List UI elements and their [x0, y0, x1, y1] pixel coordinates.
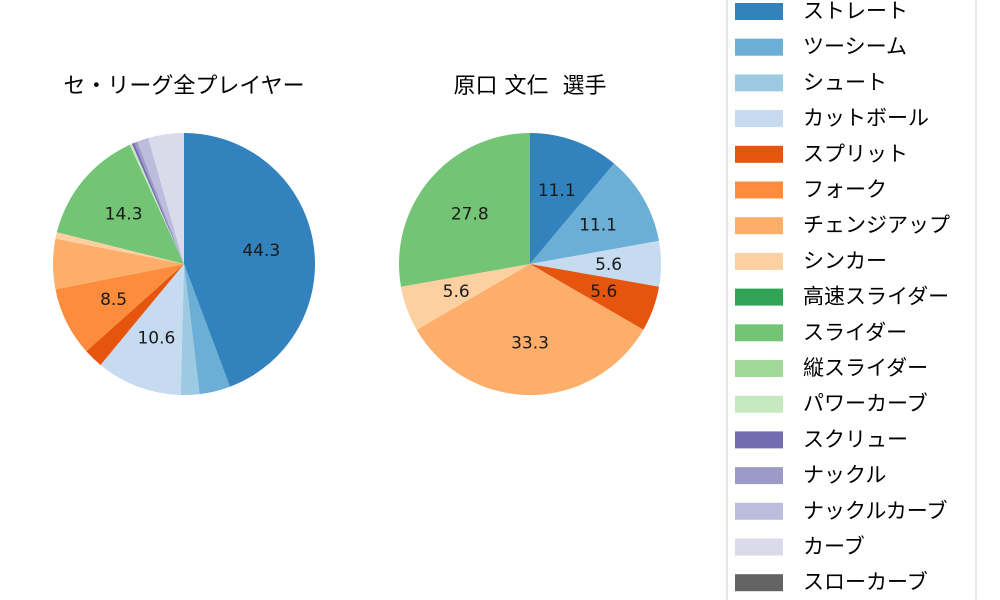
- legend-swatch: [735, 467, 783, 485]
- slice-value-label: 5.6: [443, 282, 470, 302]
- legend-swatch: [735, 145, 783, 163]
- pie-slice: [530, 163, 659, 264]
- legend-swatch: [735, 110, 783, 128]
- league-pie: セ・リーグ全プレイヤー 44.3 10.6 8.5 14.3: [53, 74, 316, 396]
- legend-frame: [726, 0, 977, 600]
- legend-swatch: [735, 38, 783, 56]
- league-pie-labels: 44.3 10.6 8.5 14.3: [100, 205, 280, 349]
- legend-swatch: [735, 181, 783, 199]
- pie-slice: [100, 264, 184, 395]
- pie-slice: [400, 264, 530, 330]
- legend-label: ツーシーム: [803, 35, 907, 59]
- player-pie-labels: 11.111.1 5.6 5.6 33.3 5.6 27.8: [443, 181, 622, 354]
- pie-slice: [86, 264, 184, 365]
- slice-value-label: 11.1: [538, 181, 576, 201]
- slice-value-label: 14.3: [105, 205, 143, 225]
- pie-slice: [530, 133, 615, 264]
- slice-value-label: 44.3: [242, 241, 280, 261]
- legend: ストレートツーシームシュートカットボールスプリットフォークチェンジアップシンカー…: [726, 0, 977, 600]
- legend-label: スローカーブ: [803, 570, 928, 594]
- pie-slice: [398, 133, 530, 287]
- legend-label: スライダー: [803, 320, 907, 344]
- legend-label: 縦スライダー: [803, 356, 928, 380]
- legend-label: スプリット: [803, 142, 908, 166]
- legend-entries: ストレートツーシームシュートカットボールスプリットフォークチェンジアップシンカー…: [735, 0, 950, 594]
- slice-value-label: 5.6: [595, 255, 622, 275]
- legend-swatch: [735, 431, 783, 449]
- legend-label: チェンジアップ: [803, 213, 950, 237]
- legend-swatch: [735, 252, 783, 270]
- legend-swatch: [735, 3, 783, 20]
- legend-label: スクリュー: [803, 427, 908, 451]
- legend-label: 高速スライダー: [803, 285, 949, 309]
- pie-slice: [129, 143, 184, 264]
- legend-swatch: [735, 360, 783, 377]
- pie-slice: [184, 264, 230, 395]
- legend-label: ナックル: [803, 463, 886, 487]
- legend-swatch: [735, 502, 783, 520]
- legend-label: シュート: [803, 70, 887, 94]
- legend-label: フォーク: [803, 178, 887, 202]
- pie-slice: [530, 264, 660, 330]
- legend-label: カーブ: [803, 535, 865, 559]
- pie-slice: [56, 144, 184, 264]
- legend-swatch: [735, 538, 783, 556]
- legend-swatch: [735, 217, 783, 235]
- pie-slice: [180, 264, 200, 396]
- pie-slice: [53, 238, 184, 290]
- legend-swatch: [735, 74, 783, 92]
- pie-slice: [137, 137, 184, 264]
- legend-swatch: [735, 574, 783, 592]
- legend-swatch: [735, 395, 783, 413]
- legend-label: カットボール: [803, 106, 929, 130]
- pie-slice: [530, 240, 662, 287]
- pie-slice: [131, 142, 184, 264]
- legend-label: シンカー: [803, 249, 887, 273]
- slice-value-label: 33.3: [511, 334, 549, 354]
- legend-label: ナックルカーブ: [803, 499, 947, 523]
- pie-slice: [416, 264, 644, 395]
- slice-value-label: 10.6: [137, 329, 175, 349]
- pie-slice: [55, 264, 185, 352]
- pie-slice: [55, 232, 185, 264]
- player-pie-title: 原口 文仁 選手: [454, 74, 607, 99]
- league-pie-slices: [53, 133, 316, 396]
- slice-value-label: 27.8: [451, 205, 489, 225]
- slice-value-label: 8.5: [100, 290, 127, 310]
- slice-value-label: 11.1: [579, 216, 617, 236]
- pie-slice: [134, 141, 184, 264]
- league-pie-title: セ・リーグ全プレイヤー: [63, 74, 304, 99]
- player-pie-slices: [398, 133, 662, 395]
- legend-swatch: [735, 288, 783, 306]
- slice-value-label: 5.6: [590, 282, 617, 302]
- legend-swatch: [735, 324, 783, 342]
- pie-slice: [184, 133, 316, 387]
- legend-label: パワーカーブ: [803, 392, 928, 416]
- player-pie: 原口 文仁 選手 11.111.1 5.6 5.6 33.3 5.6 27.8: [398, 74, 662, 395]
- legend-label: ストレート: [803, 0, 908, 23]
- pie-slice: [148, 133, 184, 264]
